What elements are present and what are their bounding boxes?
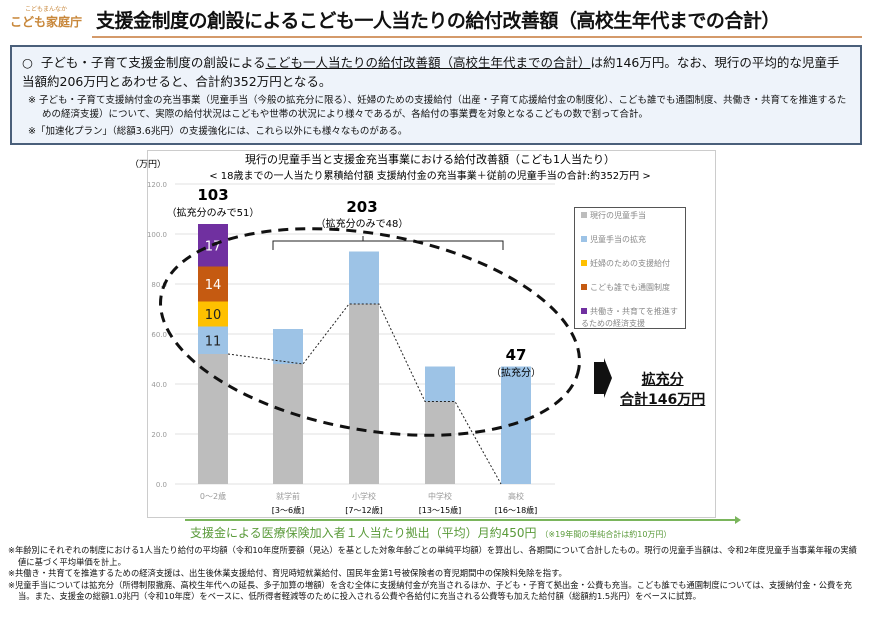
y-axis-label: （万円） — [130, 159, 166, 170]
result-line1: 拡充分 — [641, 372, 684, 388]
summary-main: ○ 子ども・子育て支援金制度の創設によるこども一人当たりの給付改善額（高校生年代… — [22, 53, 850, 91]
bar-segment — [425, 401, 455, 484]
chart-title: 現行の児童手当と支援金充当事業における給付改善額（こども1人当たり） — [245, 152, 615, 166]
bar-segment — [198, 326, 228, 354]
bracket — [272, 236, 504, 250]
bullet: ○ — [22, 55, 33, 70]
summary-box: ○ 子ども・子育て支援金制度の創設によるこども一人当たりの給付改善額（高校生年代… — [10, 45, 862, 145]
x-tick-sublabel: [7～12歳] — [345, 505, 383, 515]
annotation-sub: （拡充分のみで48） — [316, 217, 409, 230]
legend-label: こども誰でも通園制度 — [590, 283, 670, 292]
annotation-sub: （拡充分） — [491, 366, 541, 379]
y-tick-label: 120.0 — [147, 181, 167, 189]
footnote: ※年齢別にそれぞれの制度における1人当たり給付の平均額（令和10年度所要額（見込… — [8, 545, 857, 567]
annotation-total: 103 — [197, 186, 228, 204]
summary-note-2: ※「加速化プラン」（総額3.6兆円）の支援強化には、これら以外にも様々なものがあ… — [28, 126, 408, 137]
bar-segment — [425, 366, 455, 402]
legend-swatch — [581, 308, 587, 314]
summary-note-1: ※ 子ども・子育て支援納付金の充当事業（児童手当（今般の拡充分に限る）、妊婦のた… — [28, 95, 847, 120]
bar-segment — [501, 366, 531, 484]
x-tick-label: 就学前 — [276, 491, 300, 501]
title-divider — [92, 36, 862, 38]
chart-legend: 現行の児童手当 児童手当の拡充妊婦のための支援給付 こども誰でも通園制度共働き・共育… — [574, 207, 686, 329]
contribution-main: 支援金による医療保険加入者１人当たり拠出（平均）月約450円 — [190, 526, 537, 540]
legend-label: 共働き・共育てを推進するための経済支援 — [581, 307, 678, 328]
legend-item: こども誰でも通園制度 — [581, 282, 679, 294]
legend-item: 児童手当の拡充 — [581, 234, 679, 246]
highlight-ellipse — [159, 227, 581, 437]
summary-text-end: は約146万円。なお、現行の平均的な児童手当額約206万円とあわせると、合計約3… — [22, 55, 840, 89]
x-tick-label: 高校 — [508, 491, 524, 501]
connector-line — [227, 303, 502, 485]
logo-name: こども家庭庁 — [9, 15, 82, 29]
legend-item: 現行の児童手当 — [581, 210, 679, 222]
x-tick-label: 中学校 — [428, 491, 452, 501]
annotation-total: 203 — [346, 198, 377, 216]
bar-segment — [349, 251, 379, 304]
x-tick-label: 小学校 — [352, 491, 376, 501]
result-line2: 合計146万円 — [620, 392, 706, 408]
legend-item: 妊婦のための支援給付 — [581, 258, 679, 270]
legend-label: 児童手当の拡充 — [590, 235, 646, 244]
x-tick-label: 0～2歳 — [200, 491, 226, 501]
arrow-right-icon — [594, 358, 612, 398]
chart-frame — [147, 150, 716, 518]
logo-tagline: こどもまんなか — [24, 6, 67, 13]
x-tick-sublabel: [16～18歳] — [495, 505, 538, 515]
bar-segment — [198, 301, 228, 327]
data-label: 11 — [205, 334, 222, 349]
y-tick-label: 60.0 — [151, 331, 167, 339]
page-title: 支援金制度の創設によるこども一人当たりの給付改善額（高校生年代までの合計） — [96, 10, 780, 32]
y-tick-label: 100.0 — [147, 231, 167, 239]
legend-swatch — [581, 236, 587, 242]
y-tick-label: 0.0 — [156, 481, 167, 489]
data-label: 14 — [205, 278, 222, 293]
annotation-sub: （拡充分のみで51） — [167, 206, 260, 219]
green-arrow-head-icon — [735, 516, 741, 524]
bar-segment — [198, 266, 228, 302]
legend-swatch — [581, 212, 587, 218]
contribution-text: 支援金による医療保険加入者１人当たり拠出（平均）月約450円 （※19年間の単純… — [190, 524, 671, 541]
legend-item: 共働き・共育てを推進するための経済支援 — [581, 306, 679, 330]
bar-segment — [198, 354, 228, 484]
logo: こどもまんなか こども家庭庁 — [6, 4, 86, 30]
footnote: ※共働き・共育てを推進するための経済支援は、出生後休業支援給付、育児時短就業給付… — [8, 568, 567, 578]
bar-segment — [349, 304, 379, 484]
legend-swatch — [581, 260, 587, 266]
x-tick-sublabel: [3～6歳] — [272, 505, 304, 515]
data-label: 10 — [205, 308, 222, 323]
y-tick-label: 20.0 — [151, 431, 167, 439]
footnote: ※児童手当については拡充分（所得制限撤廃、高校生年代への延長、多子加算の増額）を… — [8, 579, 852, 602]
legend-swatch — [581, 284, 587, 290]
contribution-sub: （※19年間の単純合計は約10万円） — [540, 530, 672, 539]
summary-text: 子ども・子育て支援金制度の創設による — [40, 55, 266, 70]
annotation-total: 47 — [506, 346, 527, 364]
result-total: 拡充分 合計146万円 — [620, 370, 705, 410]
summary-underlined: こども一人当たりの給付改善額（高校生年代までの合計） — [265, 55, 591, 70]
bar-segment — [273, 329, 303, 364]
footnotes: ※年齢別にそれぞれの制度における1人当たり給付の平均額（令和10年度所要額（見込… — [8, 545, 863, 603]
chart-subtitle: < 18歳までの一人当たり累積給付額 支援納付金の充当事業＋従前の児童手当の合計… — [209, 169, 650, 182]
x-tick-sublabel: [13～15歳] — [419, 505, 462, 515]
bar-segment — [273, 364, 303, 484]
y-tick-label: 40.0 — [151, 381, 167, 389]
legend-label: 現行の児童手当 — [590, 211, 646, 220]
legend-label: 妊婦のための支援給付 — [590, 259, 670, 268]
y-tick-label: 80.0 — [151, 281, 167, 289]
